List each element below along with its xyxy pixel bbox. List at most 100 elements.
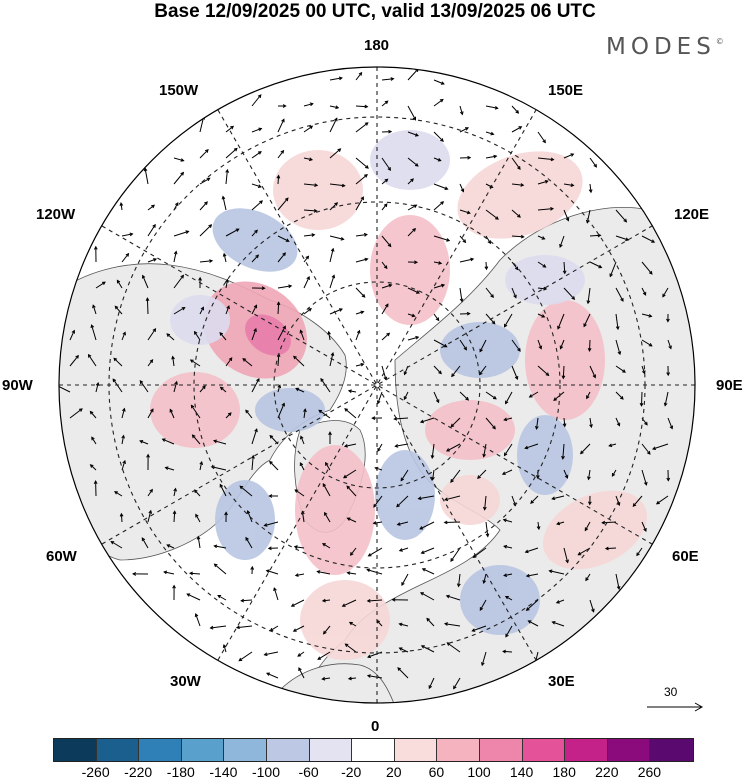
wind-arrow <box>605 547 617 550</box>
wind-arrow <box>615 573 620 590</box>
wind-arrow <box>251 254 259 263</box>
wind-arrow <box>114 305 123 315</box>
wind-arrow-head <box>169 408 174 413</box>
wind-arrow <box>407 178 414 185</box>
wind-arrow-head <box>322 543 326 547</box>
wind-arrow <box>537 261 546 268</box>
wind-arrow <box>147 510 152 523</box>
wind-arrow-head <box>620 298 624 302</box>
wind-arrow-head <box>466 311 471 316</box>
wind-arrow-head <box>224 511 228 516</box>
wind-arrow-head <box>411 313 416 318</box>
wind-arrow-head <box>520 183 525 187</box>
wind-arrow-head <box>228 357 233 361</box>
wind-arrow-head <box>446 448 450 452</box>
wind-arrow <box>186 593 201 601</box>
anomaly-neg <box>255 388 325 432</box>
wind-arrow-head <box>417 496 422 501</box>
wind-arrow <box>277 119 285 133</box>
wind-arrow-head <box>619 395 624 400</box>
wind-arrow <box>270 625 279 632</box>
wind-arrow <box>303 255 309 263</box>
wind-arrow <box>451 365 461 377</box>
wind-arrow <box>381 178 388 185</box>
wind-arrow <box>189 572 201 575</box>
wind-arrow-head <box>257 184 262 188</box>
brand-logo: MODES© <box>606 34 724 60</box>
wind-arrow-head <box>288 284 293 289</box>
wind-arrow <box>537 521 540 530</box>
colorbar-tick-label: 100 <box>467 764 491 780</box>
wind-arrow <box>563 469 568 479</box>
wind-arrow <box>615 235 629 241</box>
wind-arrow <box>589 183 592 193</box>
wind-arrow <box>446 443 461 452</box>
wind-arrow-head <box>299 462 304 467</box>
colorbar-tick-label: -60 <box>298 764 319 780</box>
wind-arrow-head <box>93 245 98 250</box>
wind-arrow <box>420 417 435 423</box>
wind-arrow-head <box>322 630 327 635</box>
wind-arrow-head <box>551 496 556 501</box>
wind-arrow <box>656 495 669 505</box>
wind-arrow <box>355 363 364 367</box>
wind-arrow-head <box>648 343 653 347</box>
wind-arrow-head <box>166 333 171 337</box>
wind-arrow-head <box>561 455 565 460</box>
wind-arrow-head <box>472 554 477 559</box>
wind-arrow-head <box>258 127 263 132</box>
wind-arrow <box>324 512 331 523</box>
wind-arrow <box>90 464 97 471</box>
wind-arrow <box>615 495 620 506</box>
colorbar-swatch <box>607 739 651 761</box>
wind-arrow <box>195 514 201 523</box>
wind-arrow-head <box>642 291 647 296</box>
wind-arrow <box>251 428 258 445</box>
wind-arrow <box>381 100 389 107</box>
wind-arrow-head <box>200 306 204 311</box>
wind-arrow <box>329 352 334 367</box>
wind-arrow <box>199 385 206 393</box>
wind-arrow <box>120 513 123 523</box>
wind-arrow <box>399 647 409 653</box>
wind-arrow-head <box>400 477 405 482</box>
wind-arrow <box>583 313 591 327</box>
wind-arrow <box>303 308 312 315</box>
wind-arrow <box>483 443 487 457</box>
wind-arrow <box>251 305 257 315</box>
wind-arrow <box>344 408 357 419</box>
wind-arrow-head <box>343 444 348 448</box>
wind-arrow <box>329 105 339 109</box>
wind-arrow <box>552 495 565 500</box>
wind-arrow-head <box>309 125 314 130</box>
wind-arrow-head <box>284 197 289 202</box>
wind-arrow-head <box>470 257 475 262</box>
wind-arrow <box>121 253 129 263</box>
wind-arrow <box>121 233 133 237</box>
wind-arrow-head <box>209 259 214 263</box>
wind-arrow-head <box>257 94 262 99</box>
wind-arrow-head <box>495 216 499 220</box>
anomaly-neg <box>517 415 573 495</box>
anomaly-pos <box>295 445 375 575</box>
wind-arrow <box>511 105 519 114</box>
wind-arrow <box>165 467 175 471</box>
wind-arrow-head <box>293 545 298 549</box>
wind-arrow <box>173 157 184 162</box>
wind-arrow <box>602 521 617 524</box>
wind-arrow <box>589 365 596 378</box>
wind-arrow <box>459 258 474 263</box>
colorbar-swatch <box>96 739 140 761</box>
wind-arrow <box>504 443 513 456</box>
wind-arrow <box>459 287 463 302</box>
wind-arrow <box>95 382 99 393</box>
wind-arrow <box>329 202 338 211</box>
wind-arrow <box>213 440 227 445</box>
wind-arrow <box>641 521 647 532</box>
wind-arrow <box>586 391 591 399</box>
wind-arrow <box>433 201 444 211</box>
wind-arrow-head <box>384 178 389 183</box>
wind-arrow-head <box>93 480 98 485</box>
wind-arrow-head <box>269 460 273 465</box>
wind-arrow-head <box>536 526 541 531</box>
